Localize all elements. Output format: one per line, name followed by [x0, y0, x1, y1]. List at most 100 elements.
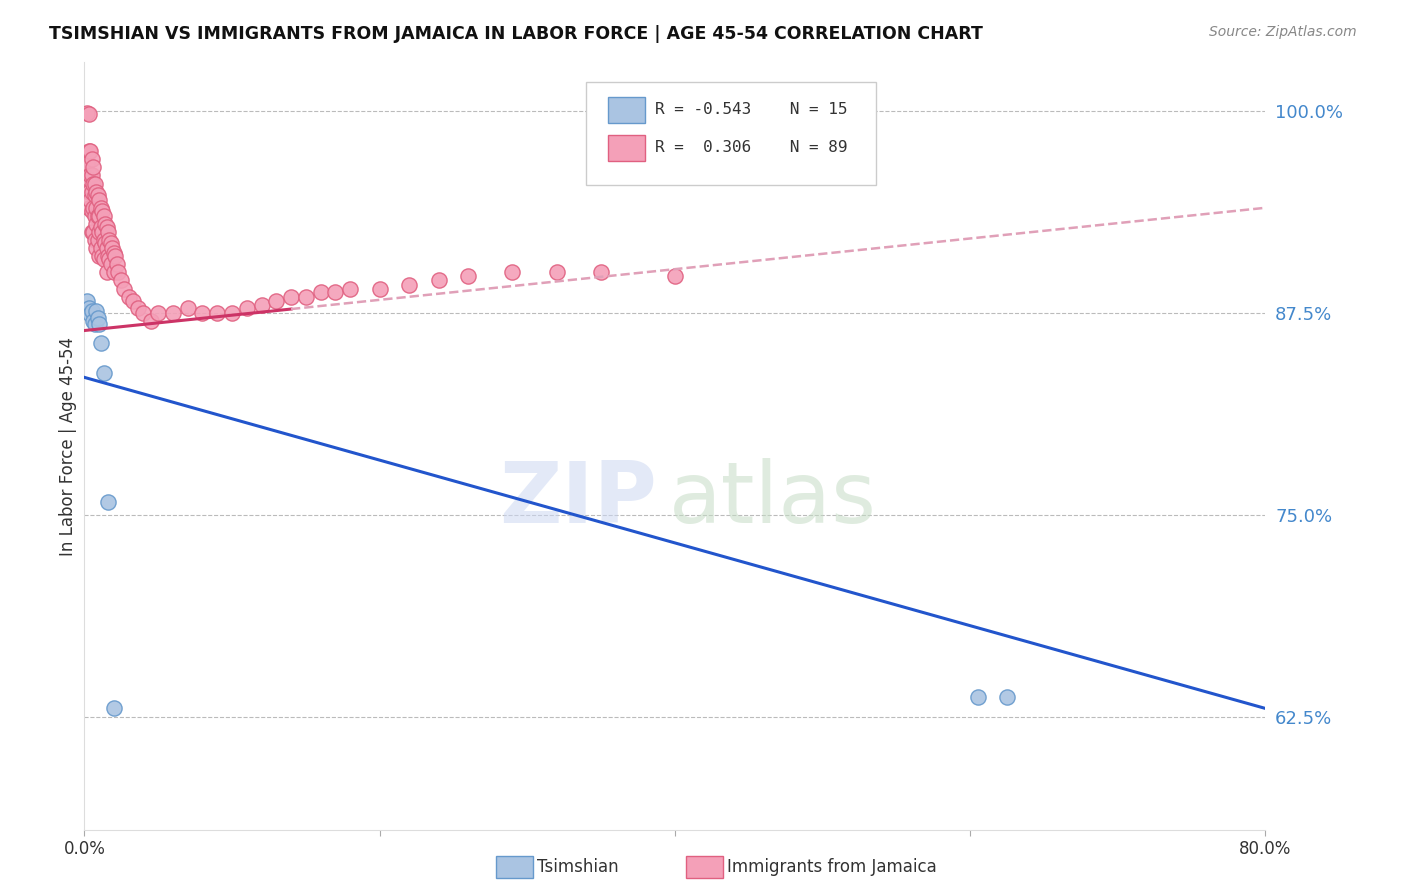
Point: [86, 187, 108, 202]
Point: [80, 304, 103, 318]
Point: [84, 241, 107, 255]
FancyBboxPatch shape: [586, 81, 876, 186]
Point: [76, 294, 98, 309]
Point: [77, 301, 100, 315]
Point: [501, 265, 523, 279]
Point: [82, 225, 104, 239]
Point: [139, 314, 162, 328]
Point: [266, 294, 288, 309]
Point: [94, 236, 117, 251]
Point: [77, 185, 100, 199]
Point: [82, 177, 104, 191]
Point: [86, 209, 108, 223]
Point: [966, 690, 988, 705]
Point: [77, 171, 100, 186]
Point: [995, 690, 1018, 705]
Point: [132, 306, 155, 320]
Text: Immigrants from Jamaica: Immigrants from Jamaica: [727, 858, 936, 876]
Point: [148, 306, 170, 320]
Point: [295, 290, 318, 304]
Point: [100, 257, 122, 271]
Point: [83, 233, 105, 247]
Point: [91, 225, 114, 239]
Point: [87, 209, 111, 223]
Point: [236, 301, 259, 315]
Point: [79, 193, 101, 207]
Point: [83, 177, 105, 191]
Point: [90, 336, 112, 351]
Point: [87, 225, 111, 239]
Point: [86, 233, 108, 247]
Point: [93, 233, 115, 247]
Point: [339, 281, 361, 295]
Point: [398, 278, 420, 293]
Point: [309, 285, 332, 299]
Point: [84, 304, 107, 318]
Point: [107, 265, 129, 279]
Point: [100, 236, 122, 251]
Point: [546, 265, 568, 279]
Point: [79, 145, 101, 159]
Point: [80, 204, 103, 219]
Point: [103, 246, 125, 260]
Point: [87, 249, 111, 263]
Point: [76, 155, 98, 169]
Point: [97, 249, 120, 263]
Point: [98, 233, 121, 247]
Text: Source: ZipAtlas.com: Source: ZipAtlas.com: [1209, 25, 1357, 39]
Point: [91, 249, 114, 263]
Point: [93, 252, 115, 267]
Point: [90, 201, 112, 215]
Point: [82, 314, 104, 328]
Point: [90, 220, 112, 235]
Point: [177, 301, 200, 315]
Point: [80, 153, 103, 167]
Text: Tsimshian: Tsimshian: [537, 858, 619, 876]
Text: R = -0.543    N = 15: R = -0.543 N = 15: [655, 102, 848, 117]
Point: [76, 105, 98, 120]
Point: [93, 209, 115, 223]
Point: [96, 241, 118, 255]
Point: [221, 306, 243, 320]
Point: [97, 225, 120, 239]
FancyBboxPatch shape: [607, 136, 645, 161]
Point: [83, 209, 105, 223]
Point: [191, 306, 214, 320]
Point: [82, 201, 104, 215]
Point: [122, 294, 145, 309]
Point: [87, 317, 111, 331]
Point: [80, 169, 103, 183]
Point: [127, 301, 149, 315]
Point: [86, 310, 108, 325]
Point: [77, 201, 100, 215]
Point: [207, 306, 229, 320]
Point: [91, 204, 114, 219]
Point: [80, 185, 103, 199]
Point: [591, 265, 613, 279]
Point: [96, 265, 118, 279]
Point: [457, 268, 479, 283]
Point: [82, 161, 104, 175]
Point: [77, 145, 100, 159]
Point: [80, 225, 103, 239]
Point: [84, 217, 107, 231]
Point: [79, 169, 101, 183]
Point: [250, 298, 273, 312]
Point: [368, 281, 391, 295]
Point: [94, 217, 117, 231]
Point: [118, 290, 141, 304]
Text: atlas: atlas: [669, 458, 877, 541]
Point: [103, 701, 125, 715]
Point: [664, 268, 686, 283]
Point: [98, 252, 121, 267]
Point: [97, 494, 120, 508]
Point: [162, 306, 184, 320]
Point: [104, 249, 127, 263]
Point: [90, 241, 112, 255]
Point: [87, 193, 111, 207]
Point: [427, 273, 450, 287]
Text: ZIP: ZIP: [499, 458, 657, 541]
Point: [84, 201, 107, 215]
Point: [325, 285, 347, 299]
Point: [77, 107, 100, 121]
